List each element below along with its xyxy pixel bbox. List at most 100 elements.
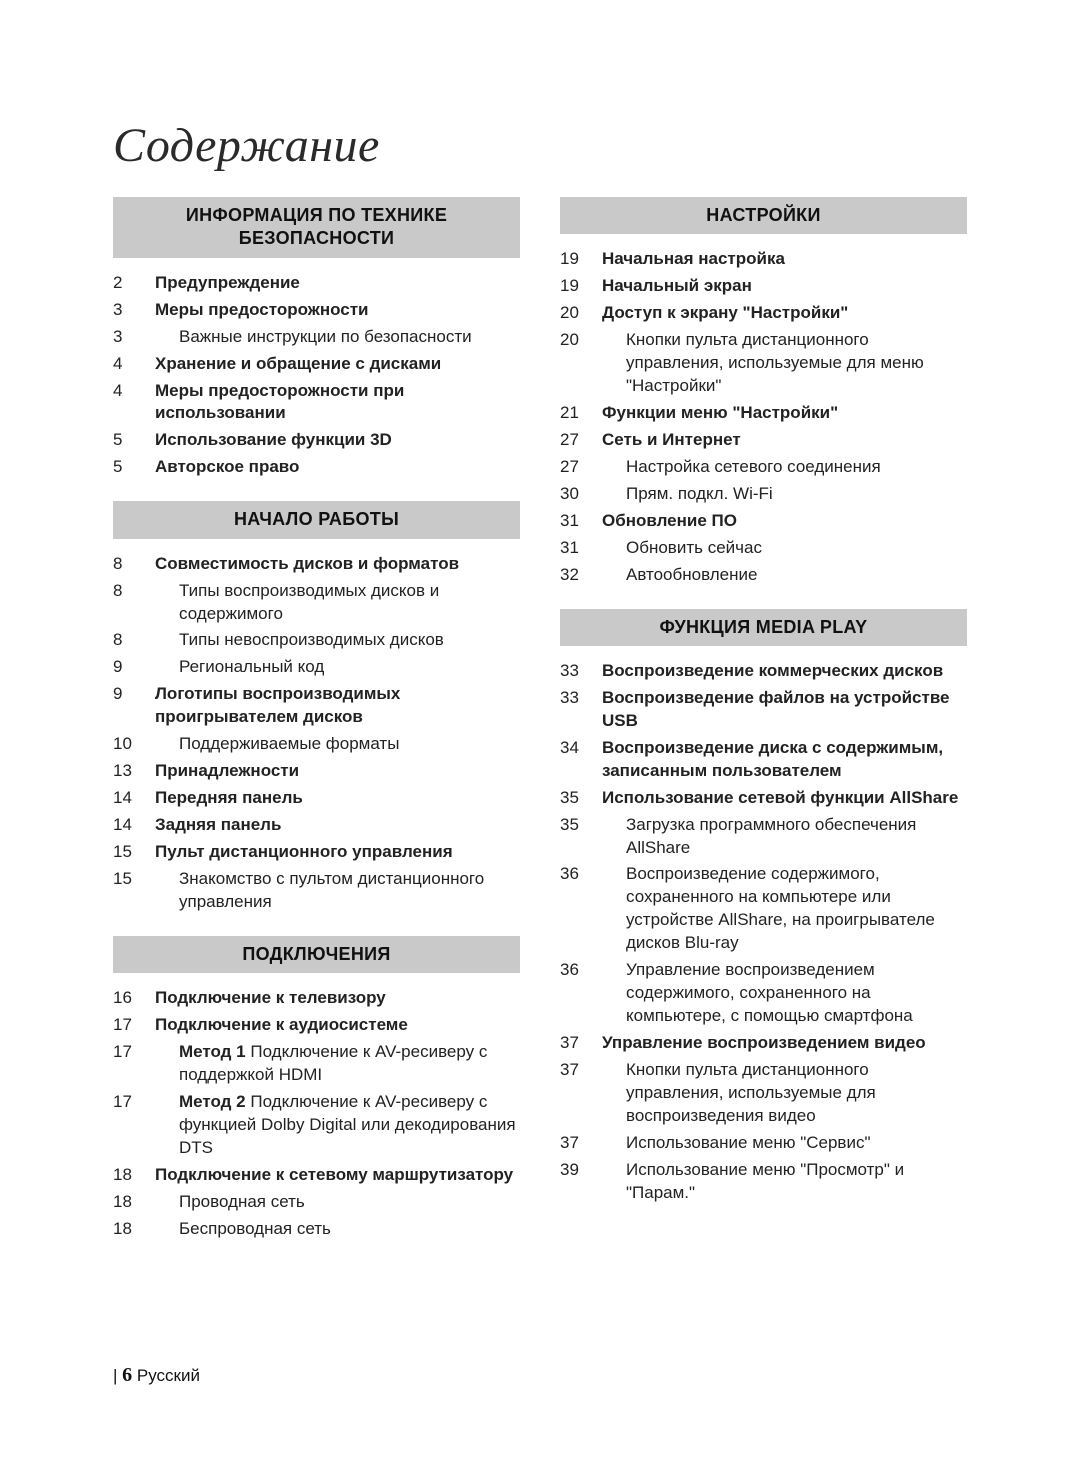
toc-entry: 37Кнопки пульта дистанционного управлени… [560, 1059, 967, 1128]
toc-entry-text: Настройка сетевого соединения [602, 456, 881, 479]
toc-entry-text: Проводная сеть [155, 1191, 305, 1214]
toc-entry-text: Важные инструкции по безопасности [155, 326, 472, 349]
toc-entry: 19Начальная настройка [560, 248, 967, 271]
toc-page-number: 33 [560, 687, 602, 710]
toc-entry: 37Управление воспроизведением видео [560, 1032, 967, 1055]
page-title: Содержание [113, 118, 967, 173]
toc-entry: 13Принадлежности [113, 760, 520, 783]
toc-page-number: 14 [113, 814, 155, 837]
toc-page-number: 8 [113, 580, 155, 603]
toc-page-number: 5 [113, 429, 155, 452]
toc-entry: 5Авторское право [113, 456, 520, 479]
toc-entry: 8Совместимость дисков и форматов [113, 553, 520, 576]
toc-page-number: 37 [560, 1132, 602, 1155]
toc-entry: 17Метод 1 Подключение к AV-ресиверу с по… [113, 1041, 520, 1087]
toc-entry-text: Кнопки пульта дистанционного управления,… [602, 1059, 967, 1128]
toc-entry: 31Обновление ПО [560, 510, 967, 533]
toc-entry-text: Обновить сейчас [602, 537, 762, 560]
toc-page-number: 10 [113, 733, 155, 756]
toc-right-column: НАСТРОЙКИ19Начальная настройка19Начальны… [560, 197, 967, 1245]
toc-page-number: 16 [113, 987, 155, 1010]
toc-entry: 15Знакомство с пультом дистанционного уп… [113, 868, 520, 914]
toc-page-number: 19 [560, 275, 602, 298]
toc-entry: 36Воспроизведение содержимого, сохраненн… [560, 863, 967, 955]
toc-entry: 20Доступ к экрану "Настройки" [560, 302, 967, 325]
toc-entry: 31Обновить сейчас [560, 537, 967, 560]
toc-entry: 37Использование меню "Сервис" [560, 1132, 967, 1155]
toc-entry-text: Предупреждение [155, 272, 300, 295]
page-footer: | 6 Русский [113, 1364, 200, 1387]
toc-entry-text: Воспроизведение содержимого, сохраненног… [602, 863, 967, 955]
toc-entry: 4Меры предосторожности при использовании [113, 380, 520, 426]
toc-page-number: 35 [560, 787, 602, 810]
toc-entry-text: Знакомство с пультом дистанционного упра… [155, 868, 520, 914]
toc-page-number: 8 [113, 629, 155, 652]
toc-entry-text: Авторское право [155, 456, 299, 479]
toc-entry: 9Региональный код [113, 656, 520, 679]
toc-entry-text: Кнопки пульта дистанционного управления,… [602, 329, 967, 398]
toc-page-number: 3 [113, 299, 155, 322]
toc-entry: 21Функции меню "Настройки" [560, 402, 967, 425]
toc-page-number: 39 [560, 1159, 602, 1182]
section-header: НАСТРОЙКИ [560, 197, 967, 234]
toc-page-number: 27 [560, 456, 602, 479]
toc-page-number: 18 [113, 1191, 155, 1214]
toc-page-number: 27 [560, 429, 602, 452]
toc-entry: 33Воспроизведение коммерческих дисков [560, 660, 967, 683]
toc-entry: 35Загрузка программного обеспечения AllS… [560, 814, 967, 860]
toc-page-number: 31 [560, 510, 602, 533]
toc-page-number: 4 [113, 380, 155, 403]
toc-entry-text: Использование меню "Сервис" [602, 1132, 870, 1155]
toc-entry-text: Использование сетевой функции AllShare [602, 787, 958, 810]
toc-entry: 18Проводная сеть [113, 1191, 520, 1214]
toc-entry: 3Меры предосторожности [113, 299, 520, 322]
toc-entry: 9Логотипы воспроизводимых проигрывателем… [113, 683, 520, 729]
toc-entry: 18Беспроводная сеть [113, 1218, 520, 1241]
toc-page-number: 8 [113, 553, 155, 576]
toc-entry: 14Задняя панель [113, 814, 520, 837]
toc-entry: 27Настройка сетевого соединения [560, 456, 967, 479]
toc-page-number: 5 [113, 456, 155, 479]
toc-page-number: 20 [560, 302, 602, 325]
toc-entry-text: Воспроизведение коммерческих дисков [602, 660, 943, 683]
toc-page-number: 2 [113, 272, 155, 295]
toc-page-number: 9 [113, 683, 155, 706]
section-entries: 8Совместимость дисков и форматов8Типы во… [113, 553, 520, 914]
toc-entry: 17Подключение к аудиосистеме [113, 1014, 520, 1037]
toc-page-number: 37 [560, 1059, 602, 1082]
toc-page-number: 18 [113, 1164, 155, 1187]
toc-page-number: 17 [113, 1091, 155, 1114]
toc-entry-text: Подключение к аудиосистеме [155, 1014, 408, 1037]
toc-entry-text: Типы невоспроизводимых дисков [155, 629, 444, 652]
toc-page-number: 31 [560, 537, 602, 560]
toc-page-number: 32 [560, 564, 602, 587]
toc-entry: 32Автообновление [560, 564, 967, 587]
toc-page-number: 21 [560, 402, 602, 425]
toc-entry-lead: Метод 1 [179, 1042, 250, 1061]
toc-page-number: 19 [560, 248, 602, 271]
section-header: ИНФОРМАЦИЯ ПО ТЕХНИКЕ БЕЗОПАСНОСТИ [113, 197, 520, 258]
section-entries: 16Подключение к телевизору17Подключение … [113, 987, 520, 1240]
toc-entry-text: Сеть и Интернет [602, 429, 741, 452]
toc-entry: 5Использование функции 3D [113, 429, 520, 452]
section-header: ПОДКЛЮЧЕНИЯ [113, 936, 520, 973]
section-header: ФУНКЦИЯ MEDIA PLAY [560, 609, 967, 646]
toc-entry-text: Воспроизведение диска с содержимым, запи… [602, 737, 967, 783]
toc-entry-text: Региональный код [155, 656, 324, 679]
toc-page-number: 34 [560, 737, 602, 760]
toc-entry: 34Воспроизведение диска с содержимым, за… [560, 737, 967, 783]
toc-entry: 8Типы невоспроизводимых дисков [113, 629, 520, 652]
toc-entry: 10Поддерживаемые форматы [113, 733, 520, 756]
toc-page-number: 15 [113, 868, 155, 891]
footer-separator: | [113, 1366, 117, 1385]
toc-entry-text: Управление воспроизведением содержимого,… [602, 959, 967, 1028]
toc-page-number: 20 [560, 329, 602, 352]
toc-entry: 35Использование сетевой функции AllShare [560, 787, 967, 810]
toc-entry-text: Поддерживаемые форматы [155, 733, 399, 756]
toc-page-number: 37 [560, 1032, 602, 1055]
section-header: НАЧАЛО РАБОТЫ [113, 501, 520, 538]
toc-page-number: 9 [113, 656, 155, 679]
toc-entry-text: Типы воспроизводимых дисков и содержимог… [155, 580, 520, 626]
toc-entry-text: Начальный экран [602, 275, 752, 298]
toc-entry-text: Использование меню "Просмотр" и "Парам." [602, 1159, 967, 1205]
